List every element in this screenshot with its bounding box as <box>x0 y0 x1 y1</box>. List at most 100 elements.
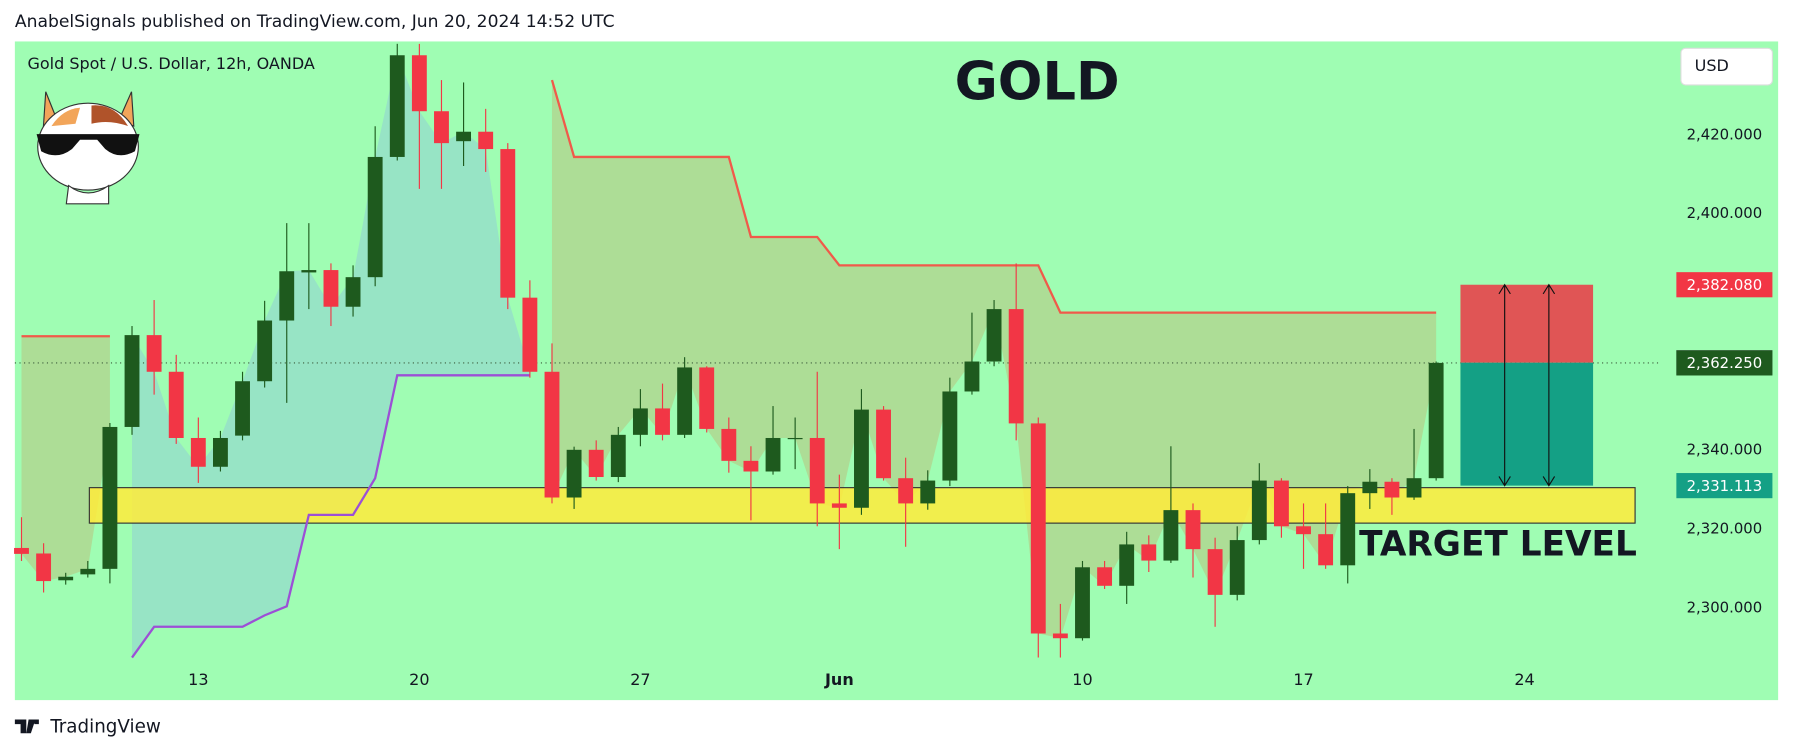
candle-body <box>478 131 494 150</box>
candle-body <box>566 449 582 498</box>
x-tick-label: 27 <box>630 670 650 689</box>
candle-body <box>1163 510 1179 561</box>
candle-body <box>1406 478 1422 498</box>
target-area <box>1460 362 1594 486</box>
candle-body <box>345 277 361 307</box>
candle-body <box>456 131 472 142</box>
candle-body <box>1384 481 1400 498</box>
candle-body <box>1251 480 1267 541</box>
x-tick-label: 10 <box>1072 670 1092 689</box>
indicator-line <box>21 79 1437 338</box>
candle-body <box>522 297 538 372</box>
candle-body <box>876 409 891 479</box>
candle-body <box>146 335 162 372</box>
candle-body <box>434 111 449 144</box>
candle-body <box>1362 481 1378 494</box>
candle-body <box>1052 633 1068 639</box>
stop-area <box>1460 284 1594 363</box>
tv-logo <box>14 719 39 734</box>
candle-body <box>1296 526 1311 535</box>
candle-body <box>80 568 96 575</box>
candle-body <box>168 371 184 438</box>
candle-body <box>942 391 958 481</box>
candle-body <box>986 309 1002 362</box>
publish-header: AnabelSignals published on TradingView.c… <box>15 12 615 32</box>
price-label: 2,382.080 <box>1687 276 1763 294</box>
candle-body <box>58 576 74 581</box>
x-tick-label: 24 <box>1514 670 1534 689</box>
candle-body <box>102 426 118 569</box>
candle-body <box>632 408 648 435</box>
x-tick-label: Jun <box>824 670 854 689</box>
currency-button[interactable]: USD <box>1680 47 1773 86</box>
indicator-fill <box>21 336 110 582</box>
candle-body <box>699 367 715 429</box>
candle-body <box>389 55 405 157</box>
x-tick-label: 20 <box>409 670 429 689</box>
candle-body <box>854 409 869 508</box>
candle-body <box>367 156 383 278</box>
zone-label: TARGET LEVEL <box>1359 524 1637 564</box>
candle-body <box>1008 309 1024 424</box>
y-tick-label: 2,420.000 <box>1687 125 1763 143</box>
candle-body <box>323 270 339 307</box>
candle-body <box>831 503 847 508</box>
candle-body <box>411 55 427 112</box>
candle-body <box>743 460 759 472</box>
candle-body <box>124 335 140 427</box>
range-arrow <box>1542 283 1556 487</box>
candle-body <box>588 449 604 478</box>
candle-body <box>610 434 626 478</box>
price-label: 2,331.113 <box>1687 477 1763 495</box>
candle-body <box>765 437 781 472</box>
candle-body <box>14 547 29 554</box>
price-label: 2,362.250 <box>1687 354 1763 372</box>
candle-body <box>809 437 825 504</box>
price-label-box <box>1676 473 1773 499</box>
candle-body <box>1207 549 1223 595</box>
candle-body <box>1141 544 1157 561</box>
candle-body <box>235 381 250 436</box>
symbol-label: Gold Spot / U.S. Dollar, 12h, OANDA <box>27 54 314 73</box>
x-tick-label: 17 <box>1293 670 1313 689</box>
candle-body <box>677 367 693 435</box>
price-label-box <box>1676 350 1773 376</box>
candle-body <box>301 270 317 273</box>
indicator-line <box>131 374 530 659</box>
range-arrow <box>1498 283 1511 487</box>
candle-body <box>721 428 737 461</box>
candle-body <box>500 149 516 298</box>
candle-body <box>1273 480 1289 527</box>
candle-body <box>257 320 273 382</box>
currency-label[interactable]: USD <box>1695 56 1729 75</box>
x-tick-label: 13 <box>188 670 208 689</box>
candle-body <box>1075 567 1090 639</box>
candle-body <box>898 478 914 504</box>
chart-title: GOLD <box>955 52 1120 113</box>
candle-body <box>544 371 560 498</box>
candle-body <box>1185 510 1201 550</box>
candle-body <box>1229 540 1245 595</box>
candle-body <box>1428 362 1444 479</box>
candle-body <box>190 437 206 467</box>
candle-body <box>1097 567 1113 586</box>
candle-body <box>1119 544 1135 586</box>
y-tick-label: 2,340.000 <box>1687 441 1763 459</box>
candle-body <box>964 361 980 392</box>
candle-body <box>655 408 670 435</box>
candle-body <box>36 553 52 582</box>
currency-box[interactable] <box>1680 47 1773 86</box>
candle-body <box>279 271 295 321</box>
y-tick-label: 2,400.000 <box>1687 204 1763 222</box>
candle-body <box>1340 493 1356 566</box>
candle-body <box>1030 423 1046 634</box>
candle-body <box>212 437 228 467</box>
plot: TARGET LEVEL 2,300.000 2,320.000 2,340.000 2… <box>14 43 1773 689</box>
brand-label: TradingView <box>49 717 161 738</box>
candle-body <box>787 437 803 440</box>
candle-body <box>1318 534 1334 566</box>
candle-body <box>920 480 936 504</box>
y-tick-label: 2,300.000 <box>1687 598 1763 616</box>
avatar <box>36 91 140 205</box>
